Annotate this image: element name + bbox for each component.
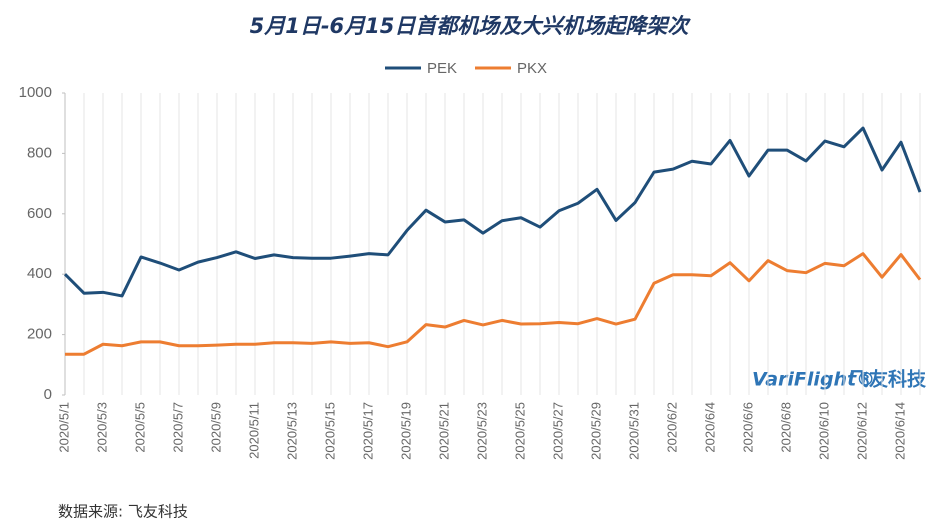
watermark-name: 飞友科技 [850,368,927,391]
x-tick-label: 2020/6/8 [778,402,793,453]
x-tick-label: 2020/5/9 [208,402,223,453]
x-tick-label: 2020/5/13 [284,402,299,460]
x-tick-label: 2020/5/19 [398,402,413,460]
x-tick-label: 2020/5/21 [436,402,451,460]
x-tick-label: 2020/6/14 [892,402,907,460]
x-tick-label: 2020/5/1 [56,402,71,453]
chart-title: 5月1日-6月15日首都机场及大兴机场起降架次 [250,14,692,38]
x-tick-label: 2020/5/3 [94,402,109,453]
x-tick-label: 2020/5/7 [170,402,185,453]
x-tick-label: 2020/6/12 [854,402,869,460]
y-tick-label: 400 [27,265,52,282]
x-tick-label: 2020/5/27 [550,402,565,460]
x-tick-label: 2020/5/25 [512,402,527,460]
x-tick-label: 2020/5/29 [588,402,603,460]
x-tick-label: 2020/5/11 [246,402,261,459]
x-tick-label: 2020/5/31 [626,402,641,460]
y-tick-label: 0 [44,386,52,403]
y-tick-label: 800 [27,144,52,161]
y-tick-label: 600 [27,205,52,222]
x-tick-label: 2020/6/2 [664,402,679,453]
y-tick-label: 200 [27,326,52,343]
x-tick-label: 2020/5/5 [132,402,147,453]
x-tick-label: 2020/5/17 [360,402,375,460]
legend-label: PKX [517,60,547,77]
series-line [65,252,922,356]
series-line [63,126,922,298]
source-note: 数据来源: 飞友科技 [58,503,188,521]
y-tick-label: 1000 [19,84,52,101]
x-tick-label: 2020/6/6 [740,402,755,453]
x-tick-label: 2020/6/10 [816,402,831,460]
x-tick-label: 2020/6/4 [702,402,717,453]
x-tick-label: 2020/5/15 [322,402,337,460]
x-tick-label: 2020/5/23 [474,402,489,460]
legend-label: PEK [427,60,457,77]
